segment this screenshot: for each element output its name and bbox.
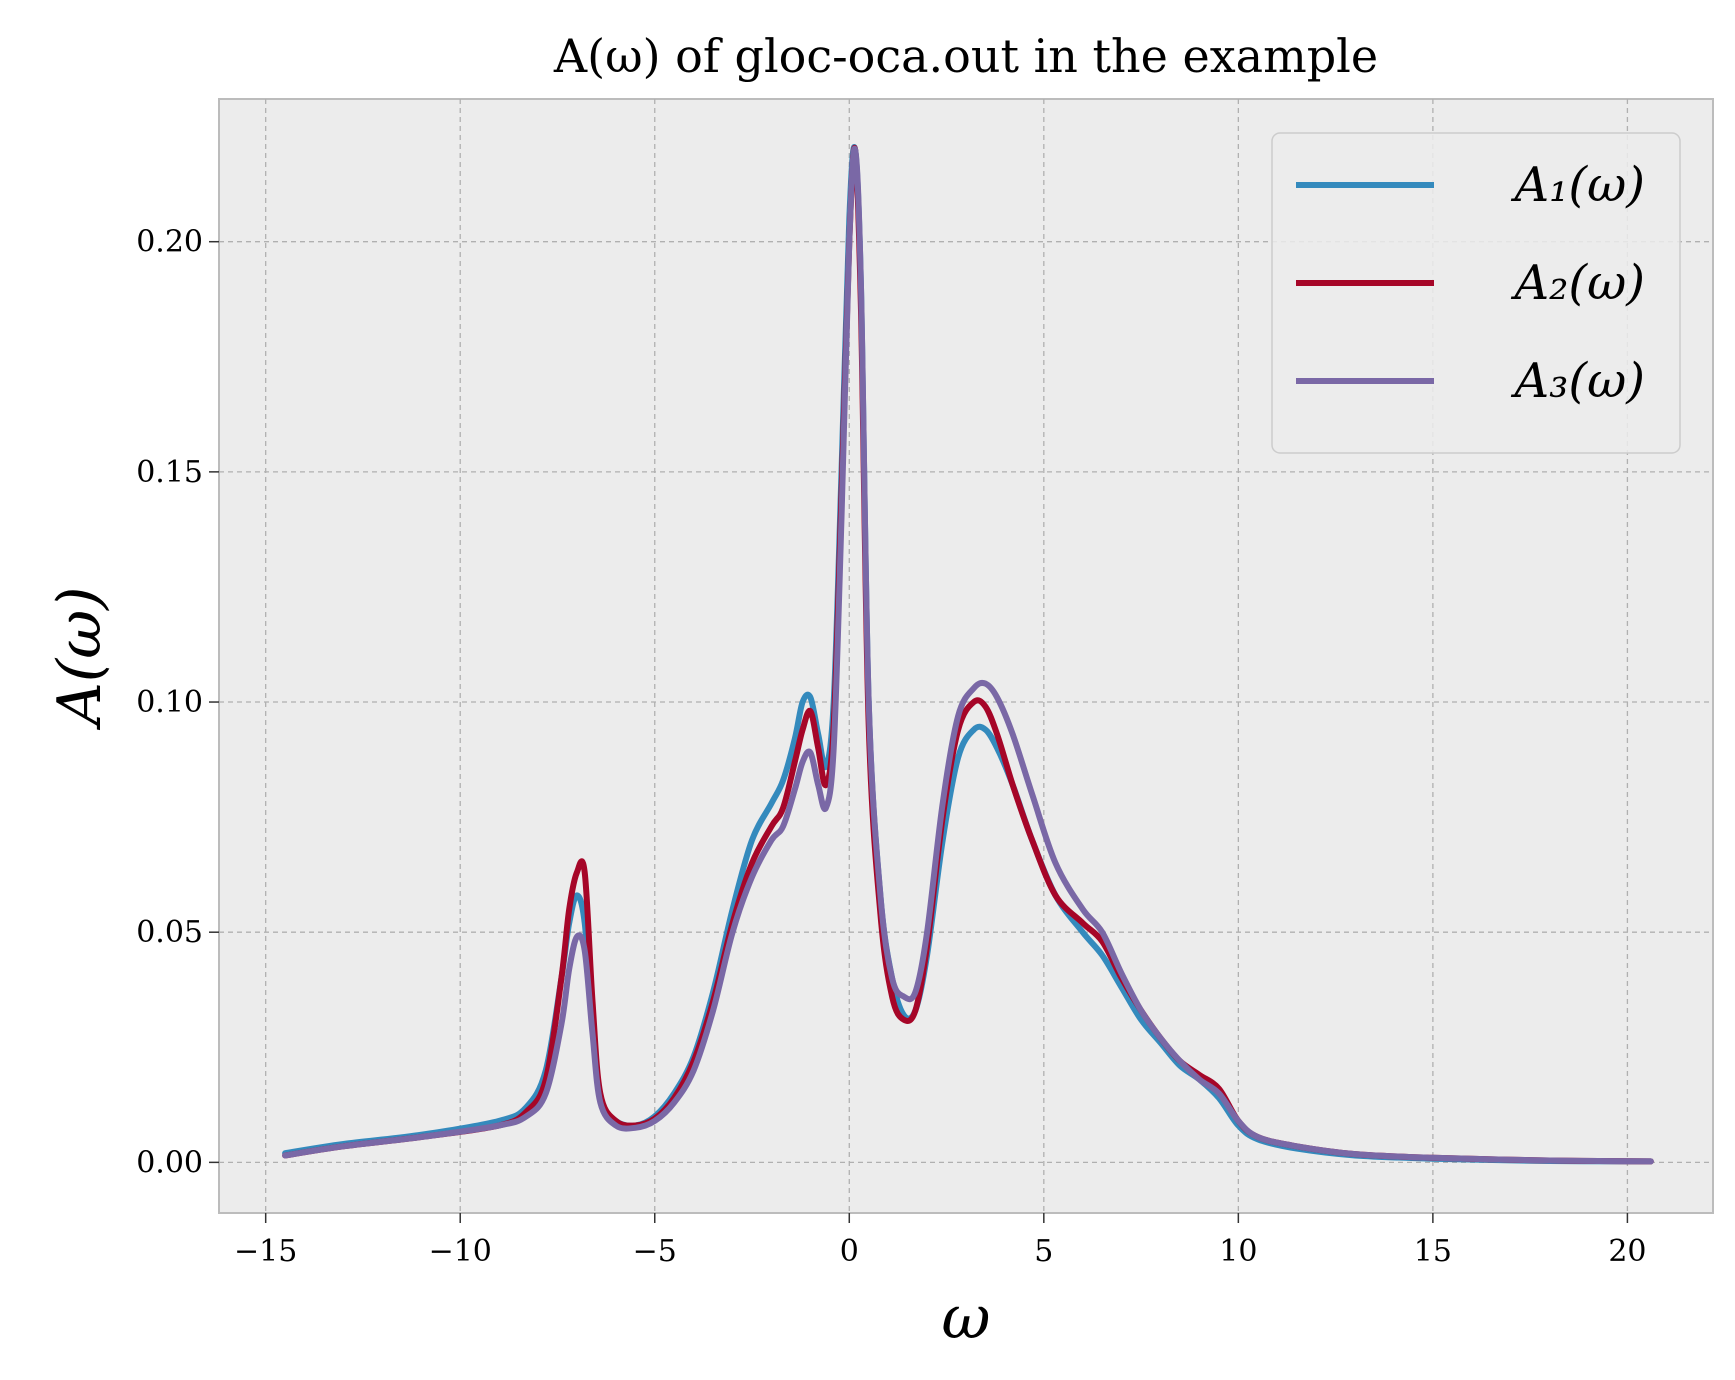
x-axis-label: ω bbox=[942, 1283, 991, 1353]
chart-title: A(ω) of gloc-oca.out in the example bbox=[553, 29, 1378, 83]
series-group bbox=[282, 144, 1654, 1165]
x-tick-label: −10 bbox=[429, 1234, 492, 1269]
series-line-a3 bbox=[282, 145, 1654, 1165]
legend-box bbox=[1271, 132, 1681, 454]
y-axis-label: A(ω) bbox=[45, 586, 115, 730]
y-axis-ticks: 0.00 0.05 0.10 0.15 0.20 bbox=[136, 225, 219, 1180]
x-tick-label: 15 bbox=[1414, 1234, 1452, 1269]
legend-label-a3: A₃(ω) bbox=[1511, 353, 1646, 409]
x-axis-ticks: −15 −10 −5 0 5 10 15 20 bbox=[234, 1213, 1647, 1269]
legend-label-a2: A₂(ω) bbox=[1511, 255, 1646, 311]
x-tick-label: 0 bbox=[840, 1234, 859, 1269]
y-tick-label: 0.20 bbox=[136, 225, 203, 260]
x-tick-label: 20 bbox=[1608, 1234, 1646, 1269]
y-tick-label: 0.10 bbox=[136, 685, 203, 720]
x-tick-label: 10 bbox=[1219, 1234, 1257, 1269]
legend: A₁(ω) A₂(ω) A₃(ω) bbox=[1271, 132, 1681, 454]
x-tick-label: −15 bbox=[234, 1234, 297, 1269]
x-tick-label: 5 bbox=[1034, 1234, 1053, 1269]
legend-label-a1: A₁(ω) bbox=[1511, 157, 1646, 213]
x-tick-label: −5 bbox=[633, 1234, 677, 1269]
y-tick-label: 0.00 bbox=[136, 1145, 203, 1180]
y-tick-label: 0.15 bbox=[136, 455, 203, 490]
y-tick-label: 0.05 bbox=[136, 915, 203, 950]
